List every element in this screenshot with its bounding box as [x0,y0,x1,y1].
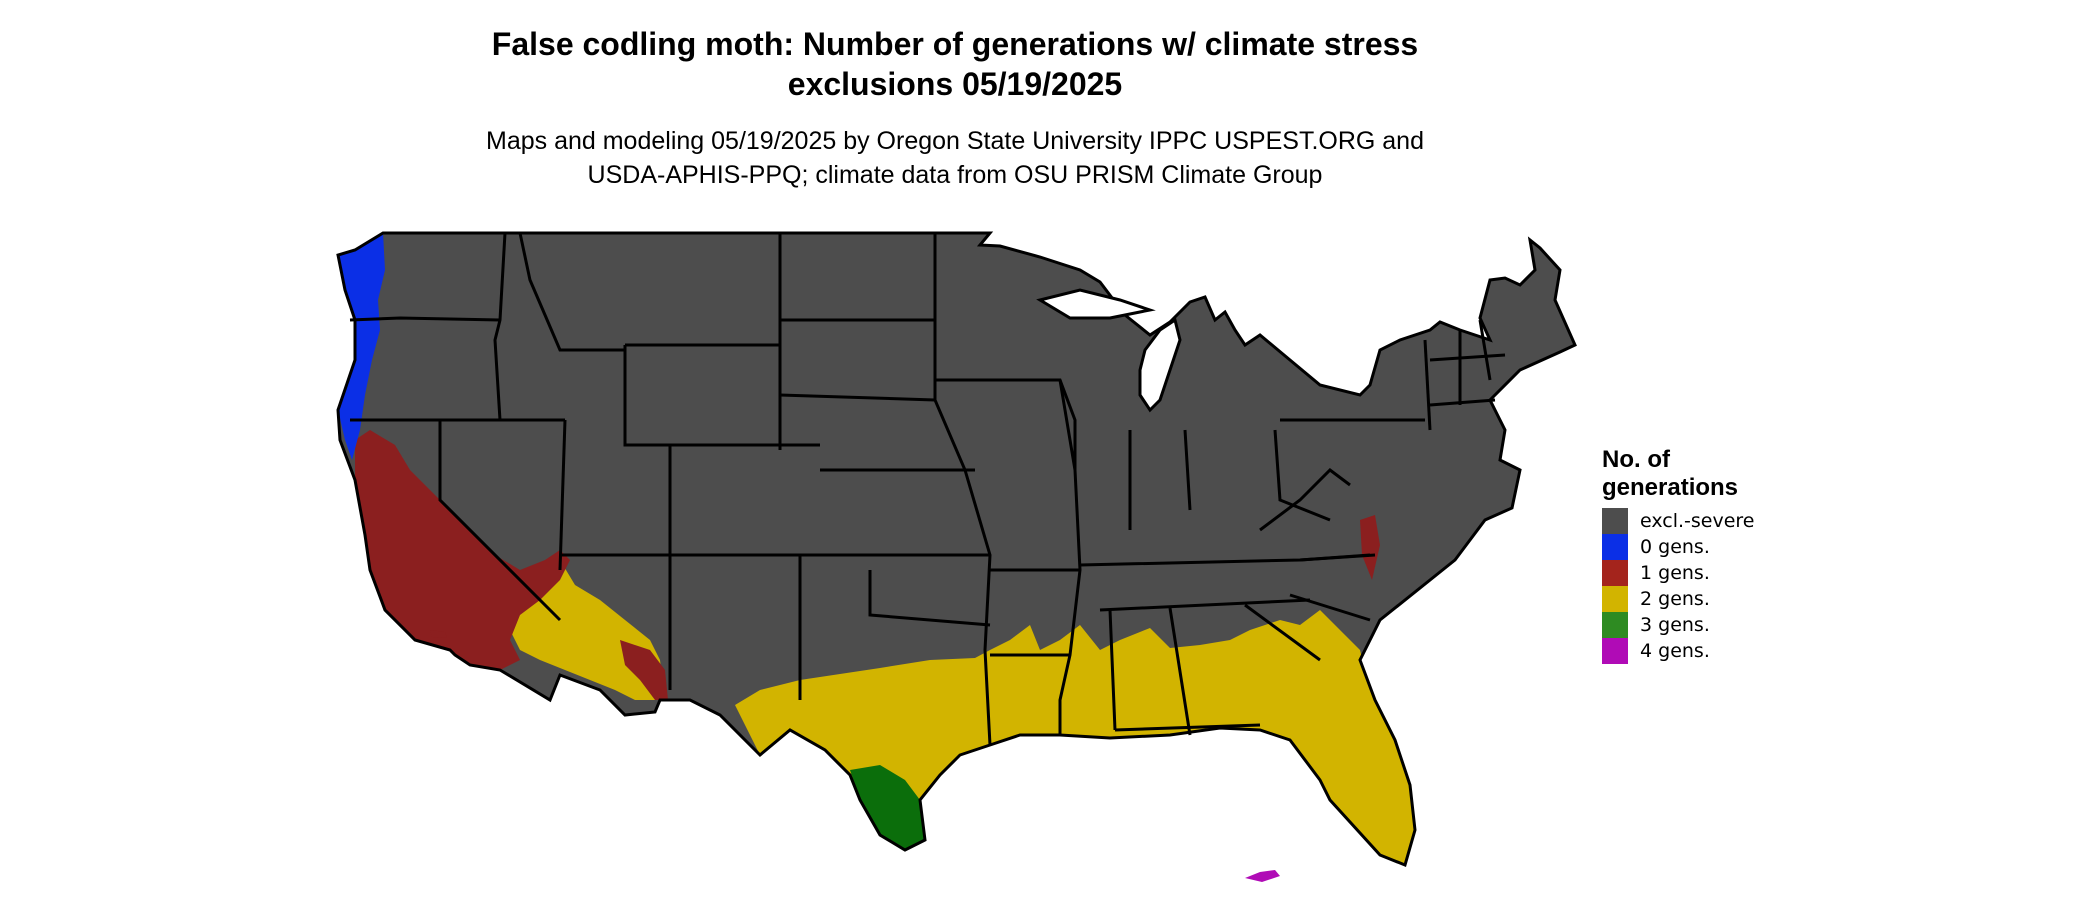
boundary-ca-nv [438,420,562,622]
map-title-line-1: False codling moth: Number of generation… [491,26,1419,62]
state-boundaries [336,231,1577,868]
country-outline [336,231,1577,868]
boundary-ga-fl [1114,723,1261,732]
zone-1-gens-islands [430,630,447,638]
legend-label: 1 gens. [1640,562,1710,584]
boundary-ga-sc [1244,603,1321,662]
legend-swatch [1602,586,1628,612]
legend-label: 4 gens. [1640,640,1710,662]
boundary-mississippi [1058,379,1082,735]
boundary-oh-pa-wv [1273,429,1331,522]
legend-item: 4 gens. [1602,638,1755,664]
boundary-nh-me [1478,319,1492,381]
legend-label: 3 gens. [1640,614,1710,636]
boundary-ok-tx [868,570,991,627]
map-subtitle-line-1: Maps and modeling 05/19/2025 by Oregon S… [486,127,1424,155]
boundary-new-england-1 [1429,353,1506,362]
legend-item: 3 gens. [1602,612,1755,638]
legend-swatch [1602,534,1628,560]
legend-items: excl.-severe 0 gens. 1 gens. 2 gens. 3 gens.… [1602,508,1755,664]
zone-3-gens-texas [850,765,925,850]
legend-swatch [1602,560,1628,586]
offshore-features [430,630,1280,882]
legend-label: excl.-severe [1640,510,1755,532]
zone-1-gens-arizona [620,640,668,700]
map-subtitle: Maps and modeling 05/19/2025 by Oregon S… [0,124,1910,192]
boundary-va-nc [1299,553,1376,562]
boundary-wa-or [349,316,501,322]
boundary-wa-id [493,232,507,421]
map-subtitle-line-2: USDA-APHIS-PPQ; climate data from OSU PR… [587,161,1323,189]
boundary-id-mt [518,232,625,352]
legend-item: 1 gens. [1602,560,1755,586]
map-title: False codling moth: Number of generation… [0,24,1910,104]
legend-title-line-2: generations [1602,474,1739,501]
map-title-line-2: exclusions 05/19/2025 [787,66,1123,102]
legend-item: excl.-severe [1602,508,1755,534]
zone-1-gens-chesapeake [1360,515,1380,580]
boundary-ia-mo [935,378,1077,470]
boundary-wy-ut-co [623,345,672,555]
zone-0-gens-pnw [338,233,385,460]
zone-1-gens-california [355,430,570,670]
legend-item: 2 gens. [1602,586,1755,612]
legend-item: 0 gens. [1602,534,1755,560]
boundary-ny-new-england [1423,339,1432,431]
boundary-sd-ne [779,393,936,402]
legend-title: No. of generations [1602,446,1755,502]
boundary-new-england-2 [1429,398,1496,407]
zone-4-gens-keys [1245,870,1280,882]
boundary-mn-west [933,233,992,746]
legend-swatch [1602,508,1628,534]
boundary-tn-south [1099,598,1311,612]
boundary-al-ga [1168,607,1192,736]
legend-label: 2 gens. [1640,588,1710,610]
lake-superior [1036,288,1156,320]
boundary-wv-va [1259,468,1351,532]
boundary-ms-al [1108,609,1117,731]
boundary-nv-ut [558,419,567,571]
boundary-nc-sc [1289,593,1371,622]
legend-swatch [1602,638,1628,664]
legend-label: 0 gens. [1640,536,1710,558]
lake-michigan [1138,317,1182,413]
legend-swatch [1602,612,1628,638]
legend-title-line-1: No. of [1602,446,1670,473]
map-legend: No. of generations excl.-severe 0 gens. 1 … [1602,446,1755,664]
zone-3-gens-florida [1245,765,1290,860]
boundary-in-oh [1183,429,1192,511]
